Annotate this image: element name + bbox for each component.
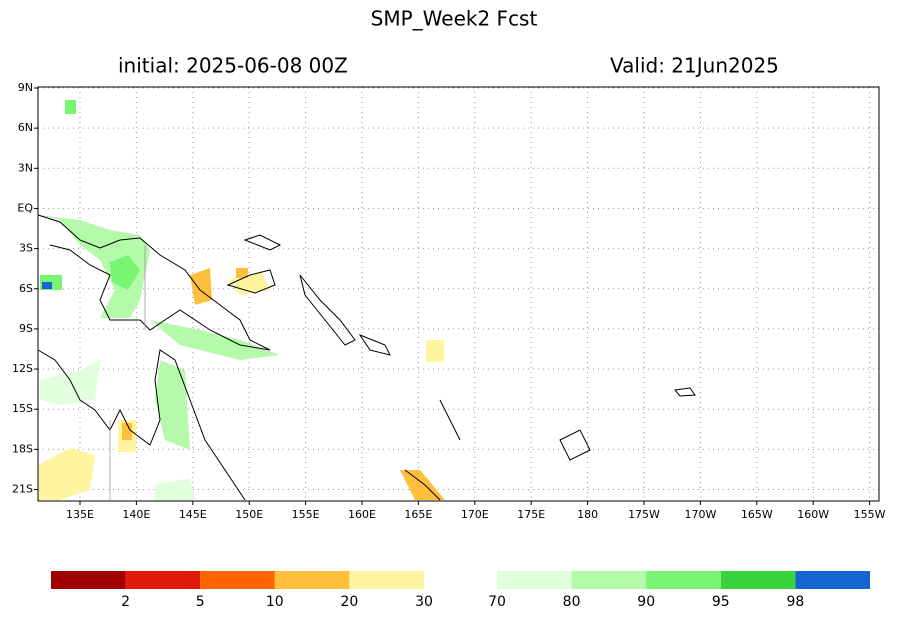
lat-label: 6S (19, 282, 33, 295)
lon-label: 160E (348, 508, 376, 521)
colorbar-swatch (125, 571, 201, 589)
lon-labels: 135E 140E 145E 150E 155E 160E 165E 170E 175E 180 1… (66, 501, 886, 521)
colorbar-swatch (274, 571, 350, 589)
lon-label: 135E (66, 508, 94, 521)
lon-label: 165W (741, 508, 773, 521)
shading (38, 100, 445, 500)
lon-label: 165E (404, 508, 432, 521)
colorbar-label: 30 (415, 594, 433, 610)
lat-label: 6N (18, 121, 33, 134)
colorbar-swatch (795, 571, 870, 589)
lat-label: 15S (12, 402, 33, 415)
colorbar-swatch (51, 571, 126, 589)
colorbar: 2 5 10 20 30 70 80 90 95 98 (51, 571, 870, 610)
map-frame (37, 86, 880, 502)
lat-label: 21S (12, 483, 33, 496)
lon-label: 140E (122, 508, 150, 521)
colorbar-label: 95 (712, 594, 730, 610)
colorbar-swatch (200, 571, 275, 589)
lon-label: 170W (684, 508, 716, 521)
lon-label: 160W (797, 508, 829, 521)
lat-label: 9S (19, 322, 33, 335)
coastlines (37, 214, 696, 501)
lon-label: 155E (292, 508, 320, 521)
lat-label: 3S (19, 242, 33, 255)
colorbar-label: 70 (488, 594, 506, 610)
lat-label: 18S (12, 442, 33, 455)
colorbar-label: 10 (266, 594, 284, 610)
colorbar-swatch (571, 571, 647, 589)
colorbar-label: 80 (563, 594, 581, 610)
colorbar-label: 20 (340, 594, 358, 610)
lon-label: 145E (179, 508, 207, 521)
lat-label: 9N (18, 81, 33, 94)
lon-label: 155W (854, 508, 886, 521)
colorbar-swatch (720, 571, 796, 589)
colorbar-swatch (349, 571, 424, 589)
lat-label: EQ (17, 201, 33, 214)
lat-labels: 9N 6N 3N EQ 3S 6S 9S 12S 15S 18S 21S (12, 81, 38, 496)
colorbar-label: 5 (196, 594, 205, 610)
lon-label: 175E (517, 508, 545, 521)
colorbar-swatch (646, 571, 721, 589)
colorbar-label: 98 (786, 594, 804, 610)
lat-label: 3N (18, 161, 33, 174)
valid-time: Valid: 21Jun2025 (610, 54, 779, 78)
initial-time: initial: 2025-06-08 00Z (118, 54, 348, 78)
colorbar-label: 90 (637, 594, 655, 610)
title: SMP_Week2 Fcst (371, 7, 538, 31)
lat-label: 12S (12, 362, 33, 375)
lon-label: 175W (628, 508, 660, 521)
lon-label: 170E (461, 508, 489, 521)
grid (38, 87, 879, 501)
colorbar-label: 2 (121, 594, 130, 610)
colorbar-swatch (497, 571, 572, 589)
lon-label: 150E (235, 508, 263, 521)
lon-label: 180 (577, 508, 598, 521)
